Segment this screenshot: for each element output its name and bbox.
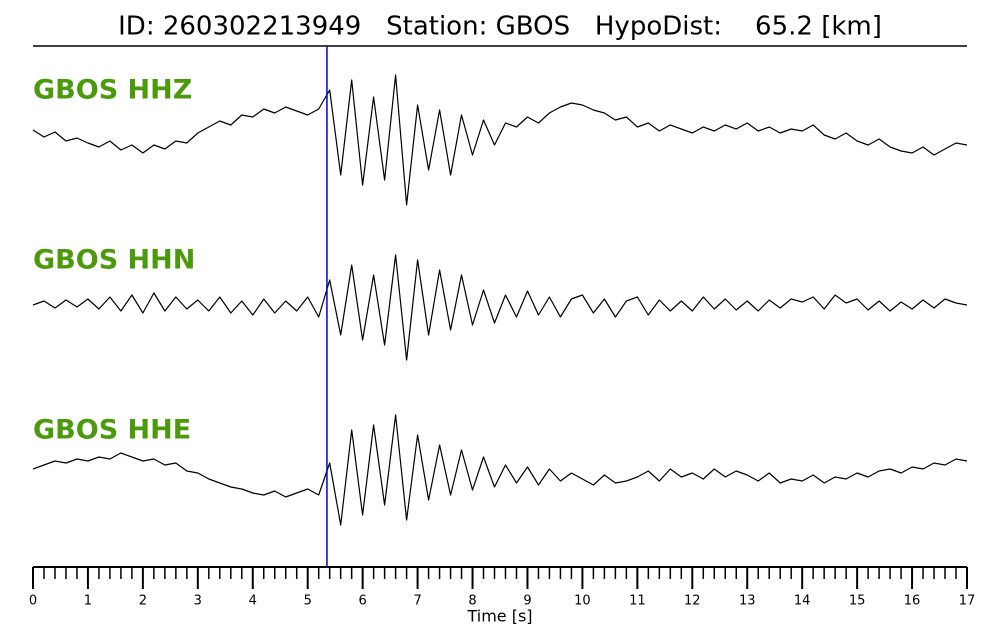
x-axis-title: Time [s] — [466, 607, 532, 626]
x-tick-label: 15 — [849, 594, 866, 609]
x-tick-label: 8 — [468, 594, 476, 609]
x-tick-label: 16 — [904, 594, 921, 609]
x-tick-label: 3 — [194, 594, 202, 609]
trace-label: GBOS HHN — [33, 245, 195, 276]
x-tick-label: 12 — [684, 594, 701, 609]
x-tick-label: 6 — [359, 594, 367, 609]
x-tick-label: 11 — [629, 594, 646, 609]
x-tick-label: 0 — [29, 594, 37, 609]
trace-label: GBOS HHE — [33, 415, 191, 446]
x-tick-label: 17 — [959, 594, 976, 609]
x-tick-label: 10 — [574, 594, 591, 609]
chart-title: ID: 260302213949 Station: GBOS HypoDist:… — [118, 12, 882, 42]
x-tick-label: 9 — [523, 594, 531, 609]
x-tick-label: 7 — [413, 594, 421, 609]
trace-label: GBOS HHZ — [33, 75, 192, 106]
waveform — [32, 74, 968, 206]
x-tick-label: 5 — [304, 594, 312, 609]
x-tick-label: 14 — [794, 594, 811, 609]
x-tick-label: 1 — [84, 594, 92, 609]
x-tick-label: 4 — [249, 594, 257, 609]
waveform — [32, 254, 968, 361]
x-tick-label: 13 — [739, 594, 756, 609]
x-tick-label: 2 — [139, 594, 147, 609]
waveform — [32, 414, 968, 526]
